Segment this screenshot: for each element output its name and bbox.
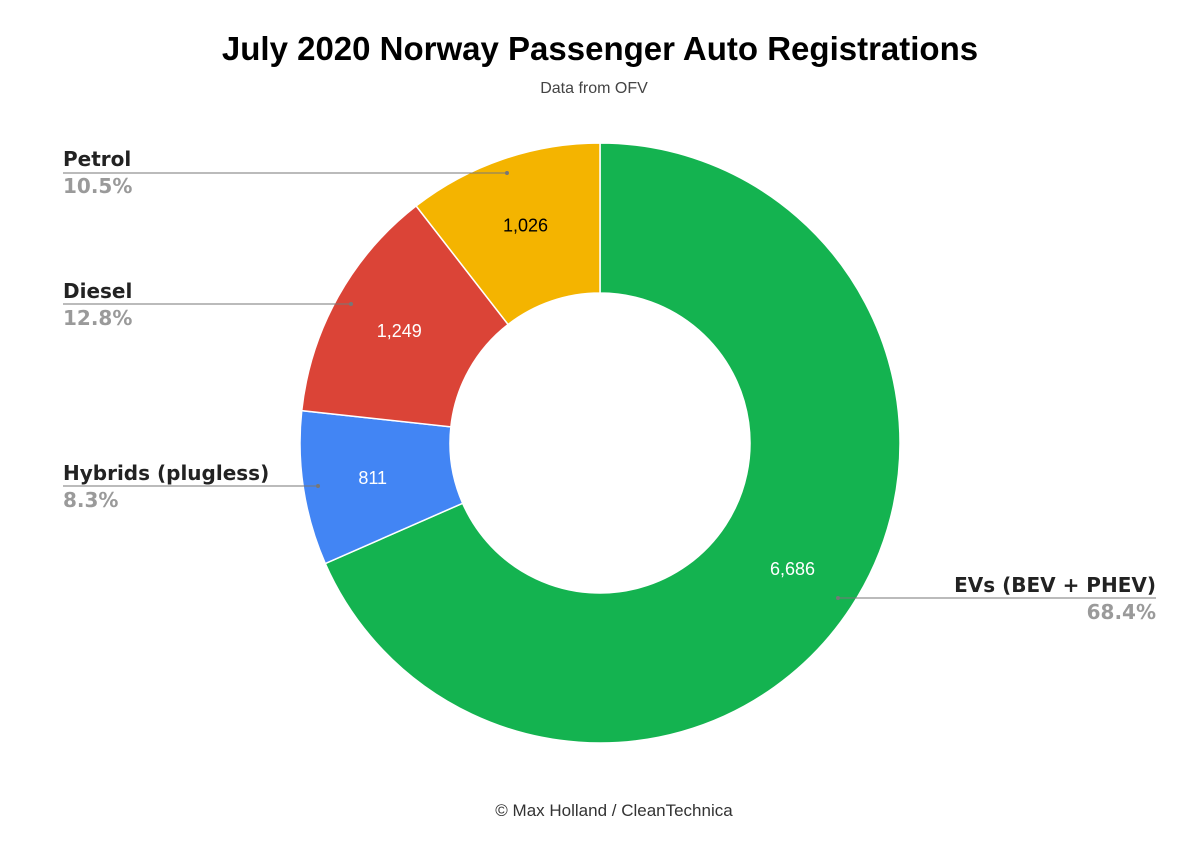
value-label-diesel: 1,249 — [377, 321, 422, 341]
slice-petrol — [415, 142, 601, 326]
category-label-evs-bev-phev: EVs (BEV + PHEV) — [954, 573, 1156, 597]
chart-subtitle: Data from OFV — [540, 80, 648, 97]
percent-label-petrol: 10.5% — [63, 174, 132, 198]
labels-group: EVs (BEV + PHEV) 68.4% Hybrids (plugless) 8… — [63, 147, 1156, 624]
leader-dot-hybrids-plugless — [316, 484, 320, 488]
leader-dot-diesel — [349, 302, 353, 306]
percent-label-evs-bev-phev: 68.4% — [1087, 600, 1156, 624]
category-label-diesel: Diesel — [63, 279, 132, 303]
value-label-petrol: 1,026 — [503, 215, 548, 235]
value-label-hybrids-plugless: 811 — [358, 468, 387, 488]
chart-title: July 2020 Norway Passenger Auto Registra… — [222, 30, 978, 67]
leader-dot-petrol — [505, 171, 509, 175]
category-label-hybrids-plugless: Hybrids (plugless) — [63, 461, 269, 485]
chart-footer: © Max Holland / CleanTechnica — [495, 801, 733, 820]
leader-dot-evs-bev-phev — [836, 596, 840, 600]
slice-diesel — [300, 204, 510, 428]
percent-label-diesel: 12.8% — [63, 306, 132, 330]
value-label-evs-bev-phev: 6,686 — [770, 559, 815, 579]
category-label-petrol: Petrol — [63, 147, 131, 171]
slices-group: 6,686 811 1,249 1,026 — [299, 142, 901, 744]
slice-evs-bev-phev — [324, 142, 901, 744]
percent-label-hybrids-plugless: 8.3% — [63, 488, 118, 512]
